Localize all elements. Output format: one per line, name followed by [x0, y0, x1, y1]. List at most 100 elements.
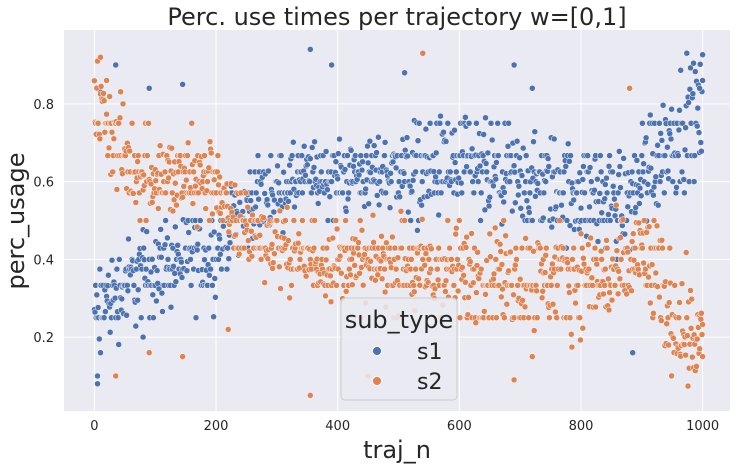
data-point-s1	[474, 178, 482, 185]
data-point-s2	[519, 297, 526, 304]
data-point-s1	[118, 295, 126, 303]
data-point-s2	[165, 174, 172, 182]
data-point-s2	[391, 244, 399, 252]
data-point-s2	[631, 244, 639, 252]
data-point-s2	[110, 135, 118, 143]
data-point-s2	[416, 282, 424, 289]
data-point-s1	[656, 178, 664, 185]
data-point-s1	[344, 195, 352, 203]
data-point-s2	[442, 288, 449, 295]
data-point-s2	[372, 277, 379, 284]
data-point-s2	[510, 376, 518, 384]
data-point-s2	[142, 217, 150, 224]
data-point-s1	[602, 181, 609, 188]
data-point-s1	[275, 179, 282, 187]
data-point-s2	[235, 250, 243, 258]
data-point-s1	[601, 195, 608, 203]
data-point-s2	[333, 225, 341, 233]
data-point-s2	[456, 314, 464, 321]
data-point-s2	[591, 244, 599, 252]
data-point-s1	[264, 201, 272, 209]
data-point-s2	[244, 204, 251, 211]
data-point-s2	[542, 252, 549, 259]
data-point-s2	[687, 287, 694, 294]
data-point-s1	[597, 152, 604, 159]
data-point-s1	[308, 144, 316, 151]
y-tick-label: 0.4	[33, 253, 54, 268]
data-point-s1	[681, 146, 689, 154]
data-point-s2	[288, 282, 295, 289]
data-point-s2	[617, 234, 624, 241]
data-point-s1	[639, 120, 646, 127]
data-point-s1	[386, 204, 394, 211]
data-point-s1	[629, 349, 636, 356]
data-point-s1	[481, 206, 489, 214]
data-point-s2	[514, 282, 521, 289]
data-point-s2	[568, 343, 576, 351]
data-point-s2	[271, 250, 278, 257]
data-point-s2	[613, 201, 620, 209]
data-point-s1	[628, 168, 636, 176]
data-point-s2	[205, 164, 213, 172]
data-point-s2	[510, 314, 518, 321]
data-point-s1	[387, 178, 395, 185]
data-point-s1	[362, 185, 369, 193]
data-point-s1	[280, 168, 287, 176]
data-point-s2	[574, 282, 582, 289]
data-point-s2	[327, 298, 335, 306]
data-point-s2	[560, 244, 567, 252]
data-point-s1	[94, 372, 101, 380]
data-point-s1	[664, 167, 672, 175]
data-point-s2	[179, 353, 186, 360]
data-point-s2	[683, 314, 691, 321]
data-point-s2	[675, 314, 683, 321]
data-point-s2	[653, 222, 661, 230]
data-point-s2	[173, 201, 180, 209]
data-point-s2	[155, 205, 162, 212]
data-point-s1	[359, 158, 366, 166]
data-point-s2	[624, 248, 632, 256]
data-point-s2	[419, 256, 427, 263]
data-point-s2	[490, 270, 498, 278]
data-point-s1	[339, 189, 346, 197]
data-point-s1	[414, 137, 422, 144]
data-point-s2	[100, 97, 108, 104]
data-point-s2	[115, 120, 122, 127]
data-point-s1	[682, 124, 689, 131]
data-point-s1	[477, 217, 484, 224]
data-point-s2	[636, 271, 643, 279]
data-point-s2	[549, 300, 557, 308]
data-point-s1	[598, 209, 605, 217]
data-point-s1	[375, 133, 382, 141]
data-point-s1	[387, 170, 394, 177]
data-point-s2	[225, 228, 233, 236]
data-point-s1	[370, 142, 378, 149]
data-point-s1	[577, 204, 585, 212]
data-point-s1	[679, 120, 686, 127]
data-point-s1	[510, 162, 518, 169]
data-point-s2	[454, 256, 461, 263]
data-point-s2	[434, 276, 442, 284]
data-point-s1	[564, 140, 572, 148]
data-point-s1	[485, 202, 493, 210]
data-point-s2	[172, 179, 179, 187]
data-point-s2	[634, 266, 642, 273]
data-point-s1	[192, 314, 200, 321]
data-point-s2	[486, 230, 494, 238]
data-point-s1	[300, 143, 308, 150]
data-point-s2	[427, 265, 435, 273]
data-point-s2	[533, 287, 540, 295]
data-point-s2	[460, 272, 467, 279]
data-point-s2	[585, 265, 593, 273]
data-point-s1	[620, 155, 627, 162]
data-point-s2	[597, 247, 605, 255]
data-point-s2	[475, 275, 483, 282]
data-point-s2	[699, 321, 706, 328]
data-point-s1	[373, 192, 381, 199]
data-point-s1	[307, 46, 314, 53]
data-point-s2	[650, 217, 658, 224]
data-point-s2	[356, 270, 363, 277]
data-point-s2	[557, 265, 565, 273]
data-point-s2	[206, 138, 214, 145]
data-point-s2	[568, 331, 575, 338]
